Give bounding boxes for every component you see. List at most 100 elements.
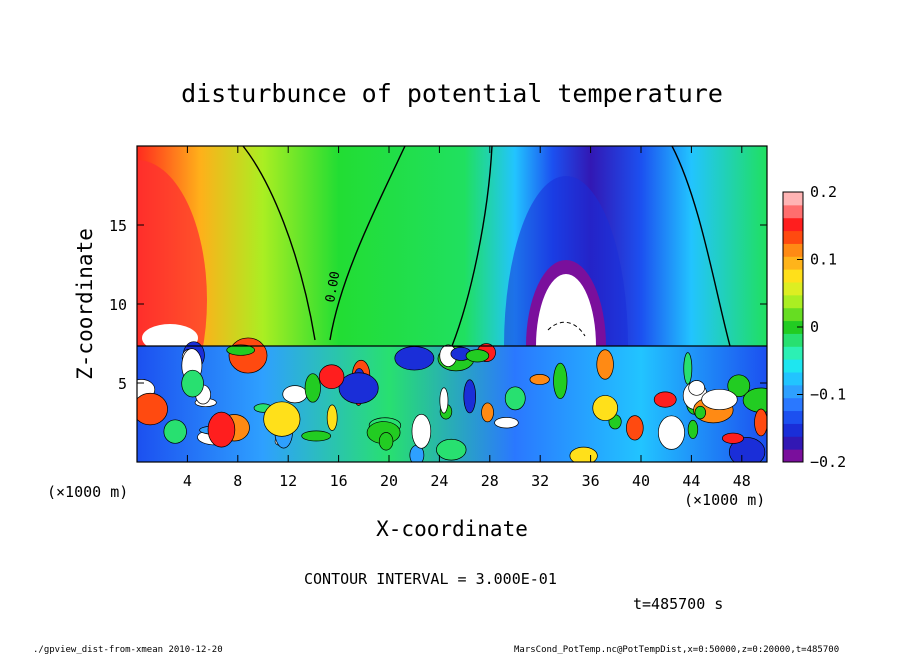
eddy-patch <box>338 372 379 404</box>
time-stamp-text: t=485700 s <box>633 595 723 613</box>
eddy-patch <box>226 344 256 356</box>
eddy-patch <box>181 369 204 398</box>
x-axis-ticks: 4 8 12 16 20 24 28 32 36 40 44 48 <box>183 146 751 490</box>
colorbar-swatch <box>783 333 803 347</box>
eddy-patch <box>436 438 467 461</box>
x-tick-label: 16 <box>330 472 348 490</box>
colorbar-swatch <box>783 256 803 270</box>
y-tick-label: 5 <box>118 375 127 393</box>
colorbar-swatch <box>783 192 803 206</box>
colorbar-swatch <box>783 282 803 296</box>
x-axis-label: X-coordinate <box>376 517 528 541</box>
contour-line-zero-right <box>671 146 731 347</box>
eddy-patch <box>439 387 449 414</box>
colorbar-swatch <box>783 436 803 450</box>
x-unit-label-right: (×1000 m) <box>684 491 765 509</box>
x-tick-label: 28 <box>481 472 499 490</box>
eddy-patch <box>326 404 338 431</box>
eddy-patch <box>504 386 526 411</box>
x-tick-label: 40 <box>632 472 650 490</box>
colorbar-swatch <box>783 410 803 424</box>
chart-title: disturbunce of potential temperature <box>181 79 723 108</box>
warm-core-left <box>142 324 198 352</box>
eddy-patch <box>301 430 332 442</box>
x-tick-label: 24 <box>430 472 448 490</box>
eddy-patch <box>728 437 766 462</box>
eddy-patch <box>282 385 308 404</box>
eddy-patch <box>596 349 614 380</box>
colorbar-swatch <box>783 449 803 463</box>
colorbar-swatch <box>783 346 803 360</box>
x-tick-label: 4 <box>183 472 192 490</box>
eddy-patch <box>318 364 345 390</box>
colorbar-swatch <box>783 243 803 257</box>
colorbar-tick-label: 0.2 <box>810 183 837 201</box>
eddy-patch <box>688 380 705 396</box>
eddy-patch <box>592 395 618 421</box>
colorbar-swatch <box>783 269 803 283</box>
colorbar-swatch <box>783 359 803 373</box>
x-tick-label: 32 <box>531 472 549 490</box>
colorbar-swatch <box>783 307 803 322</box>
colorbar-tick-label: 0.1 <box>810 251 837 269</box>
eddy-patch <box>207 411 236 448</box>
colorbar-swatch <box>783 372 803 386</box>
x-tick-label: 20 <box>380 472 398 490</box>
eddy-patch <box>263 401 301 437</box>
eddy-patch <box>529 374 550 385</box>
footer-script-name: ./gpview_dist-from-xmean 2010-12-20 <box>33 645 223 654</box>
contour-line-dashed-core <box>547 321 586 337</box>
x-unit-label-left: (×1000 m) <box>47 483 128 501</box>
colorbar-swatch <box>783 217 803 232</box>
y-tick-label: 10 <box>109 296 127 314</box>
contour-line-zero-mid <box>451 146 493 347</box>
eddy-patch <box>727 374 751 398</box>
colorbar-swatch <box>783 384 803 399</box>
x-tick-label: 12 <box>279 472 297 490</box>
lower-layer-eddies <box>137 337 767 462</box>
colorbar-swatch <box>783 423 803 437</box>
eddy-patch <box>553 362 568 400</box>
contour-interval-text: CONTOUR INTERVAL = 3.000E-01 <box>304 570 557 588</box>
eddy-patch <box>701 388 738 411</box>
x-tick-label: 44 <box>682 472 700 490</box>
eddy-patch <box>653 391 677 408</box>
eddy-patch <box>411 413 432 449</box>
x-tick-label: 48 <box>733 472 751 490</box>
eddy-patch <box>137 392 168 426</box>
eddy-patch <box>687 419 699 439</box>
y-axis-label: Z-coordinate <box>73 228 97 380</box>
eddy-patch <box>494 417 519 429</box>
footer-data-source: MarsCond_PotTemp.nc@PotTempDist,x=0:5000… <box>514 645 839 654</box>
colorbar-swatch <box>783 397 803 412</box>
eddy-patch <box>626 415 644 441</box>
colorbar-swatch <box>783 294 803 309</box>
eddy-patch <box>228 337 268 374</box>
y-tick-label: 15 <box>109 217 127 235</box>
eddy-patch <box>722 432 744 444</box>
contour-label: 0.00 <box>323 270 343 303</box>
x-tick-label: 8 <box>233 472 242 490</box>
eddy-patch <box>657 415 685 450</box>
eddy-patch <box>378 432 394 451</box>
contour-line-zero-left <box>242 146 406 341</box>
eddy-patch <box>463 379 477 414</box>
x-tick-label: 36 <box>582 472 600 490</box>
upper-layer-field <box>137 146 767 346</box>
colorbar-swatch <box>783 204 803 219</box>
colorbar-swatch <box>783 230 803 244</box>
colorbar-tick-label: 0 <box>810 318 819 336</box>
eddy-patch <box>465 349 490 363</box>
heatmap-field: 0.00 <box>137 146 767 462</box>
eddy-patch <box>481 402 494 423</box>
colorbar-swatch <box>783 320 803 334</box>
y-axis-ticks: 5 10 15 <box>109 217 767 393</box>
eddy-patch <box>163 419 187 444</box>
eddy-patch <box>683 352 693 385</box>
eddy-patch <box>394 346 435 371</box>
colorbar-tick-label: −0.1 <box>810 386 846 404</box>
colorbar-ticks: 0.2 0.1 0 −0.1 −0.2 <box>797 183 846 471</box>
eddy-patch <box>694 405 707 420</box>
colorbar-tick-label: −0.2 <box>810 453 846 471</box>
